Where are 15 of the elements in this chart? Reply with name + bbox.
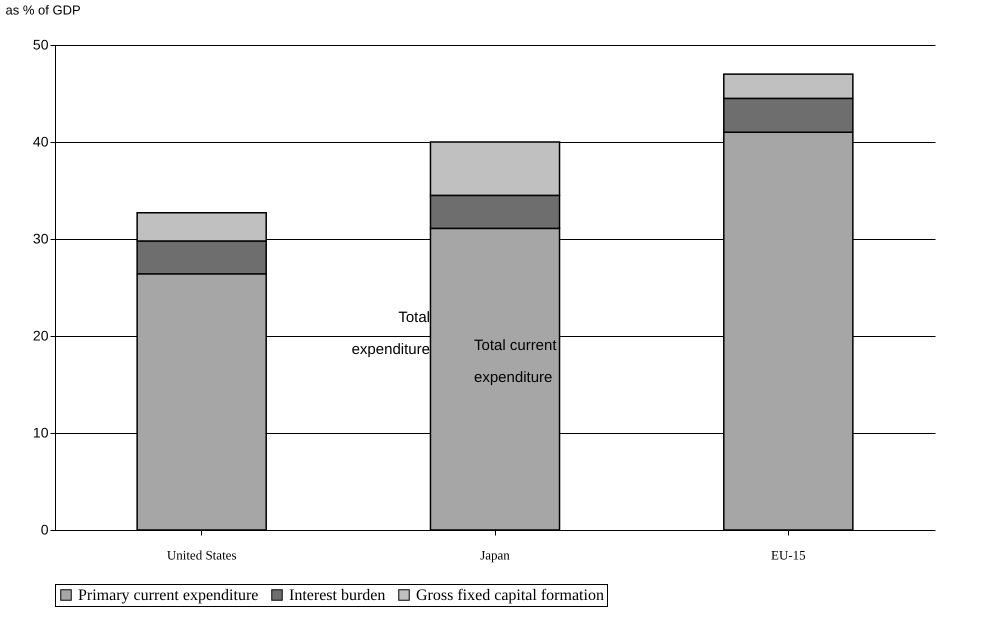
- y-tick-label: 50: [32, 36, 49, 52]
- y-tick-label: 20: [32, 328, 49, 344]
- legend-label: Gross fixed capital formation: [416, 587, 604, 604]
- x-tick-label: EU-15: [770, 548, 806, 562]
- x-tick-label: United States: [166, 548, 237, 562]
- y-tick-label: 40: [32, 134, 49, 150]
- x-tick-label: Japan: [480, 548, 510, 562]
- annotation: Total expenditure: [352, 309, 430, 358]
- y-tick-label: 10: [32, 424, 49, 440]
- legend-label: Interest burden: [289, 587, 386, 604]
- legend-label: Primary current expenditure: [78, 587, 258, 604]
- y-tick-label: 30: [32, 230, 49, 246]
- y-axis-title: as % of GDP: [6, 2, 81, 18]
- annotation: Total current expenditure: [474, 337, 558, 386]
- y-tick-label: 0: [40, 522, 49, 538]
